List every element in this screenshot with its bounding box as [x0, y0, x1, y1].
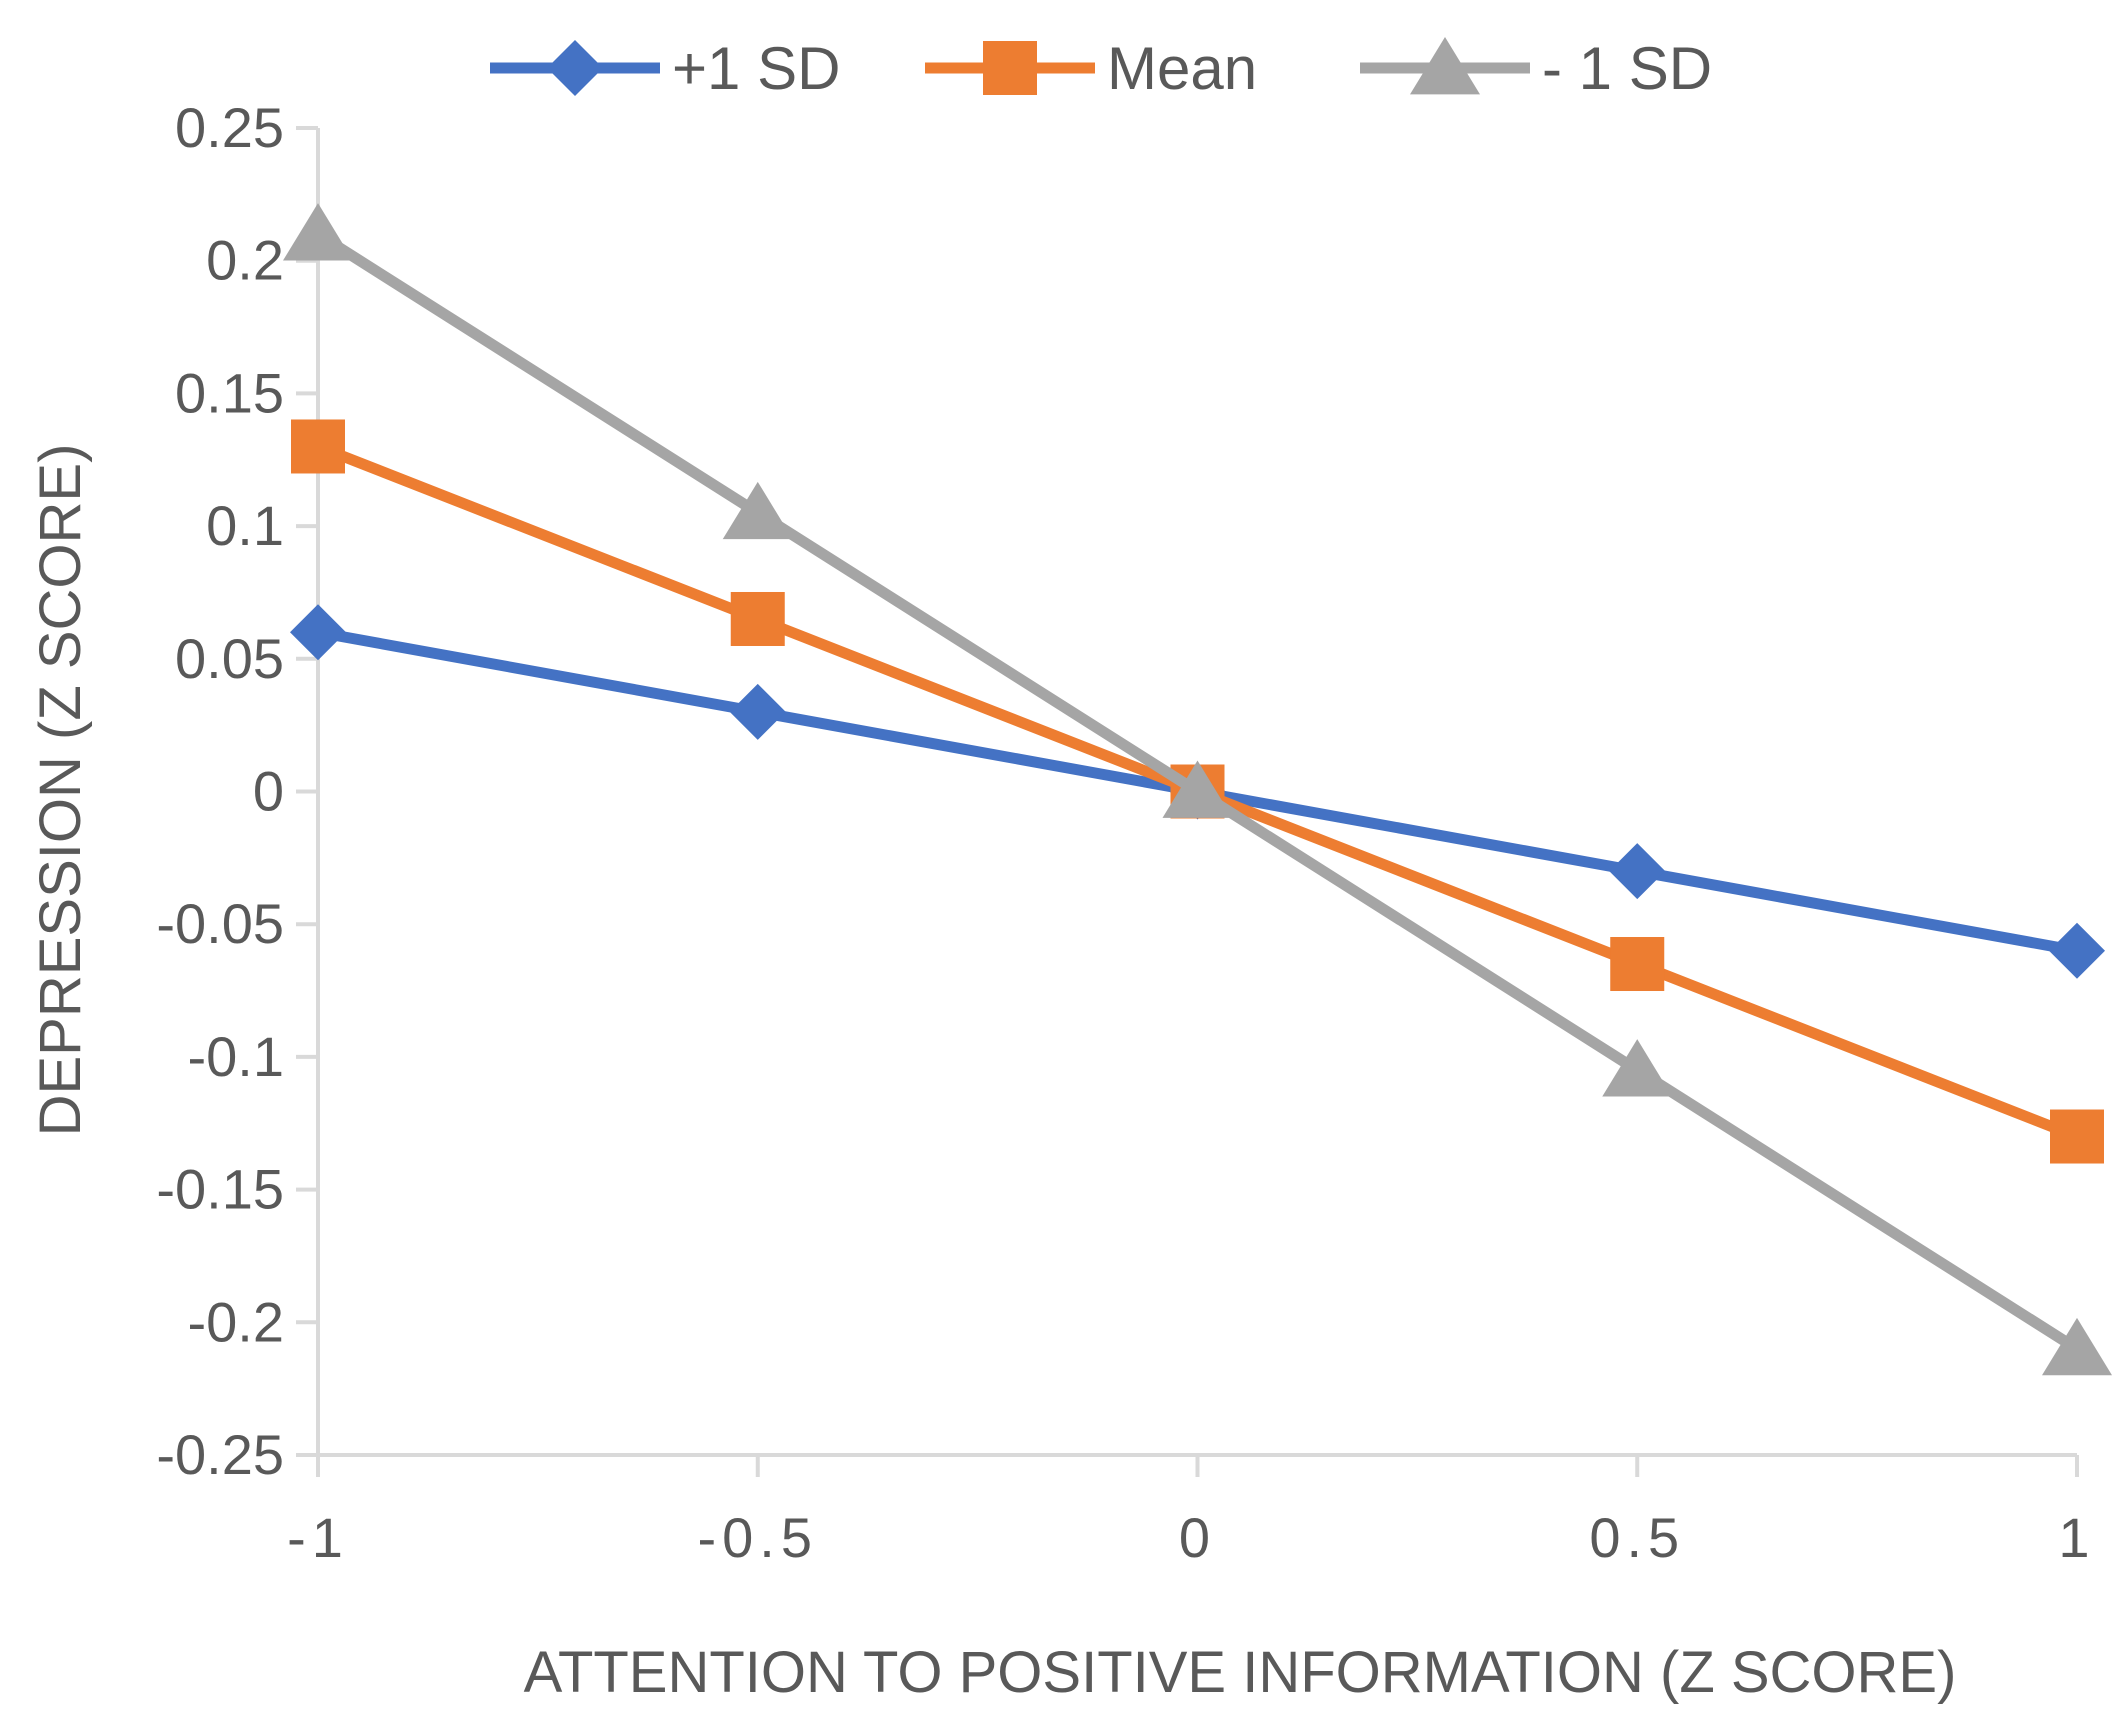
legend-item: Mean: [925, 35, 1257, 102]
data-point: [1609, 843, 1666, 900]
legend-marker: [1410, 37, 1480, 95]
x-ticks: -1 -0.5 0 0.5 1: [287, 1455, 2095, 1569]
legend-label: Mean: [1107, 35, 1257, 102]
legend-label: +1 SD: [672, 35, 840, 102]
data-point: [722, 481, 793, 540]
x-tick-label: 0: [1179, 1506, 1216, 1569]
legend: +1 SD Mean - 1 SD: [490, 35, 1712, 102]
y-ticks: 0.25 0.2 0.15 0.1 0.05 0 -0.05 -0.1 -0.15 -0.2 -0.…: [156, 96, 318, 1486]
data-point: [2050, 1109, 2104, 1164]
y-tick-label: 0.25: [175, 96, 284, 159]
y-tick-label: -0.25: [156, 1423, 284, 1486]
x-tick-label: -0.5: [698, 1506, 819, 1569]
data-point: [1610, 937, 1665, 992]
data-point: [2042, 1317, 2112, 1376]
series: [283, 203, 2112, 1376]
data-point: [290, 604, 346, 661]
data-point: [2049, 922, 2105, 979]
y-tick-label: 0.1: [206, 494, 284, 557]
x-axis-title: ATTENTION TO POSITIVE INFORMATION (Z SCO…: [524, 1640, 1957, 1705]
legend-marker: [547, 40, 603, 96]
y-tick-label: -0.05: [156, 892, 284, 955]
legend-item: +1 SD: [490, 35, 840, 102]
data-point: [729, 683, 786, 740]
y-axis-title: DEPRESSION (Z SCORE): [28, 444, 93, 1137]
y-tick-label: -0.2: [188, 1290, 285, 1353]
y-tick-label: 0: [253, 760, 284, 823]
data-point: [730, 591, 785, 646]
y-tick-label: 0.2: [206, 229, 284, 292]
y-tick-label: -0.15: [156, 1158, 284, 1221]
legend-label: - 1 SD: [1542, 35, 1712, 102]
data-point: [283, 203, 353, 261]
x-tick-label: 1: [2058, 1506, 2095, 1569]
series-1-sd: [283, 203, 2112, 1376]
data-point: [291, 419, 345, 474]
x-tick-label: -1: [287, 1506, 349, 1569]
y-tick-label: 0.05: [175, 627, 284, 690]
legend-item: - 1 SD: [1360, 35, 1712, 102]
y-tick-label: 0.15: [175, 361, 284, 424]
legend-marker: [983, 41, 1037, 95]
y-tick-label: -0.1: [188, 1025, 285, 1088]
data-point: [1162, 760, 1233, 818]
x-tick-label: 0.5: [1589, 1506, 1685, 1569]
data-point: [1602, 1039, 1673, 1097]
